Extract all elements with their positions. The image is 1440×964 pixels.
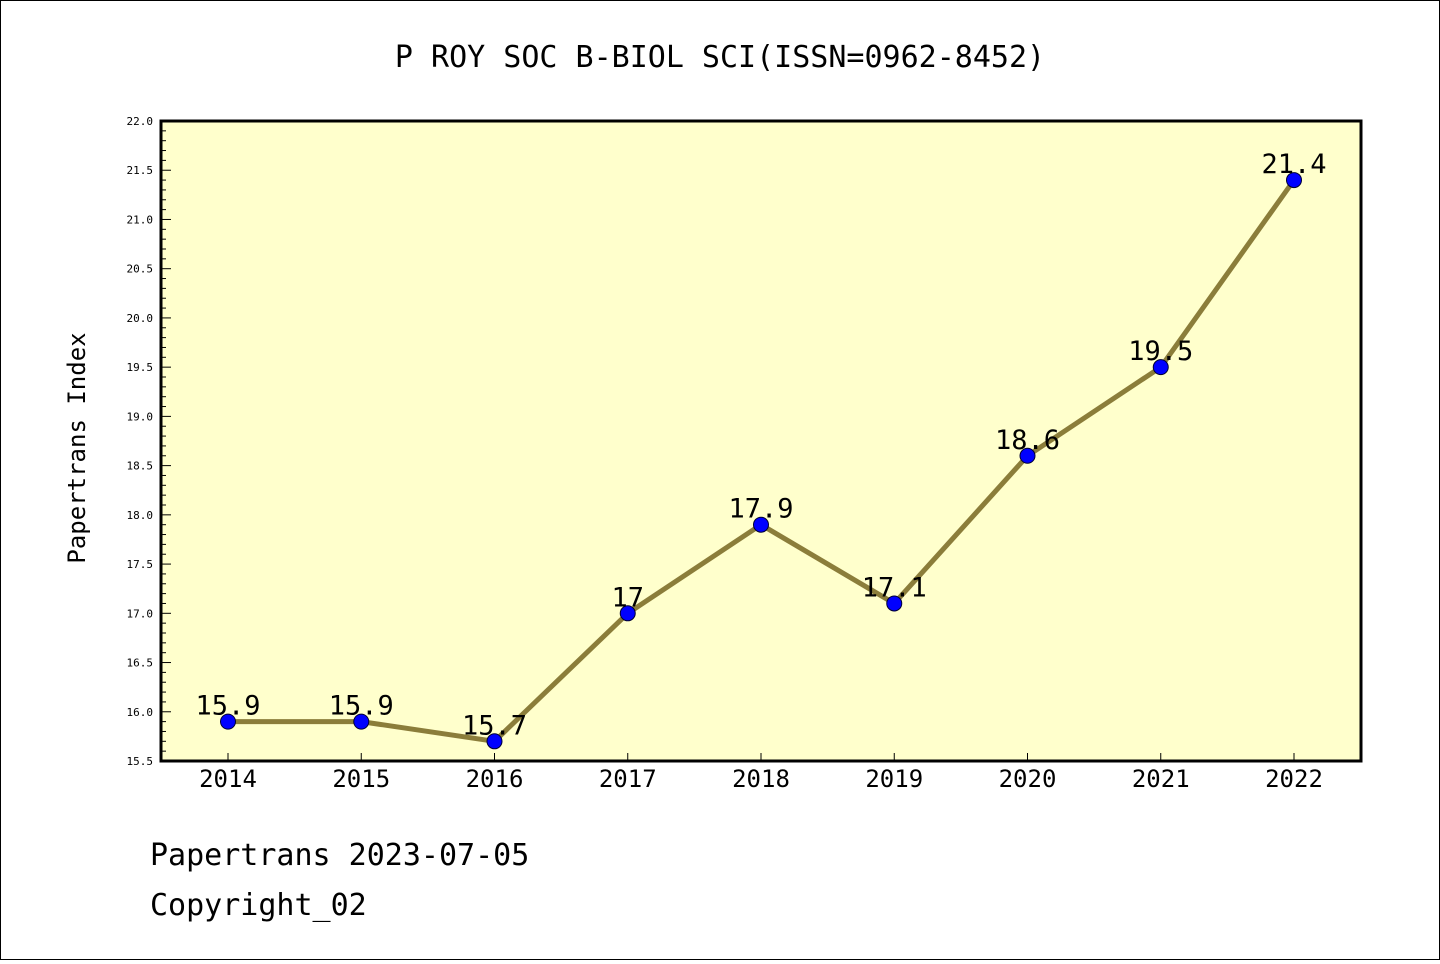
y-tick-label: 20.0 bbox=[127, 312, 154, 325]
y-tick-label: 15.5 bbox=[127, 755, 154, 768]
y-tick-label: 21.0 bbox=[127, 213, 154, 226]
data-point bbox=[753, 516, 769, 533]
data-label: 15.9 bbox=[195, 691, 260, 722]
y-axis-label: Papertrans Index bbox=[63, 332, 91, 563]
data-label: 21.4 bbox=[1261, 149, 1326, 180]
y-tick-label: 18.0 bbox=[127, 509, 154, 522]
data-point bbox=[1019, 447, 1036, 464]
footer-date: Papertrans 2023-07-05 bbox=[150, 838, 529, 873]
data-label: 18.6 bbox=[995, 425, 1060, 456]
data-point bbox=[353, 713, 370, 730]
x-tick-label: 2019 bbox=[865, 765, 923, 793]
data-labels: 15.9 15.9 15.7 17 17.9 17.1 18.6 19.5 21.4 bbox=[195, 149, 1326, 741]
data-point bbox=[220, 713, 236, 730]
plot-area bbox=[159, 119, 1363, 763]
y-tick-label: 20.5 bbox=[127, 263, 154, 276]
data-point bbox=[486, 733, 503, 750]
data-point bbox=[886, 595, 903, 612]
y-tick-label: 19.0 bbox=[127, 410, 154, 423]
x-tick-label: 2020 bbox=[999, 765, 1057, 793]
x-tick-label: 2015 bbox=[332, 765, 390, 793]
y-tick-label: 21.5 bbox=[127, 164, 154, 177]
y-tick-label: 19.5 bbox=[127, 361, 154, 374]
x-tick-label: 2017 bbox=[599, 765, 657, 793]
data-label: 15.7 bbox=[462, 710, 527, 741]
chart-title: P ROY SOC B-BIOL SCI(ISSN=0962-8452) bbox=[395, 40, 1045, 75]
data-markers bbox=[220, 172, 1302, 750]
data-label: 17.1 bbox=[862, 572, 927, 603]
x-tick-label: 2021 bbox=[1132, 765, 1190, 793]
y-axis-ticks: 15.5 16.0 16.5 17.0 17.5 18.0 18.5 19.0 19.5 20.0… bbox=[127, 115, 171, 768]
data-point bbox=[619, 605, 636, 622]
y-tick-label: 17.0 bbox=[127, 607, 154, 620]
x-axis-ticks: 2014 2015 2016 2017 2018 2019 2020 2021 2022 bbox=[199, 753, 1323, 793]
data-label: 19.5 bbox=[1128, 336, 1193, 367]
y-tick-label: 17.5 bbox=[127, 558, 154, 571]
y-tick-label: 18.5 bbox=[127, 460, 154, 473]
data-point bbox=[1286, 172, 1302, 189]
x-tick-label: 2022 bbox=[1265, 765, 1323, 793]
data-label: 17 bbox=[611, 582, 644, 613]
x-tick-label: 2014 bbox=[199, 765, 257, 793]
y-tick-label: 22.0 bbox=[127, 115, 154, 128]
data-label: 15.9 bbox=[329, 691, 394, 722]
x-tick-label: 2018 bbox=[732, 765, 790, 793]
y-tick-label: 16.5 bbox=[127, 657, 154, 670]
y-tick-label: 16.0 bbox=[127, 706, 154, 719]
data-label: 17.9 bbox=[728, 494, 793, 525]
footer-copyright: Copyright_02 bbox=[150, 888, 367, 923]
x-tick-label: 2016 bbox=[466, 765, 524, 793]
data-point bbox=[1152, 359, 1169, 376]
